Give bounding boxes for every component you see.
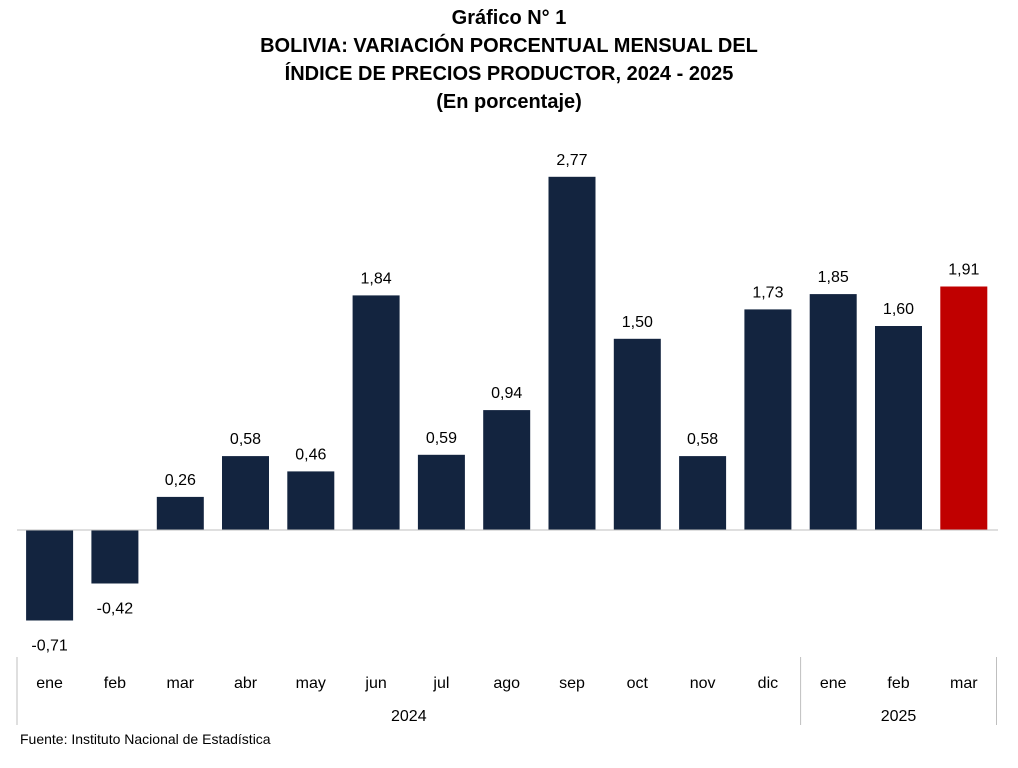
x-group-label-0: 2024: [391, 708, 427, 725]
bar-13: [875, 326, 922, 530]
bar-8: [548, 176, 596, 531]
value-label-12: 1,85: [818, 269, 849, 286]
x-group-label-1: 2025: [881, 708, 917, 725]
value-label-1: -0,42: [97, 601, 134, 618]
x-tick-label-9: oct: [627, 675, 649, 692]
bar-10: [679, 456, 727, 530]
source-note: Fuente: Instituto Nacional de Estadístic…: [20, 731, 271, 747]
bar-7: [483, 410, 531, 530]
bar-9: [613, 338, 661, 531]
x-tick-label-6: jul: [432, 675, 449, 692]
x-tick-label-14: mar: [950, 675, 978, 692]
bar-3: [222, 456, 269, 530]
bar-12: [809, 294, 857, 530]
value-label-7: 0,94: [491, 385, 522, 402]
x-tick-label-12: ene: [820, 675, 847, 692]
x-tick-label-8: sep: [559, 675, 585, 692]
value-label-3: 0,58: [230, 431, 261, 448]
chart-unit: (En porcentaje): [436, 91, 582, 113]
x-tick-label-10: nov: [690, 675, 716, 692]
value-label-5: 1,84: [361, 270, 392, 287]
chart-title-block: Gráfico N° 1 BOLIVIA: VARIACIÓN PORCENTU…: [0, 4, 1018, 116]
bar-4: [287, 471, 335, 531]
x-tick-label-5: jun: [364, 675, 386, 692]
value-label-9: 1,50: [622, 314, 653, 331]
x-tick-label-4: may: [296, 675, 326, 692]
bar-5: [352, 295, 400, 530]
bar-14: [940, 286, 988, 530]
bar-6: [417, 454, 465, 530]
chart-title-line-1: BOLIVIA: VARIACIÓN PORCENTUAL MENSUAL DE…: [260, 35, 758, 57]
value-label-8: 2,77: [556, 152, 587, 169]
x-tick-label-13: feb: [887, 675, 909, 692]
value-label-6: 0,59: [426, 430, 457, 447]
x-tick-label-11: dic: [758, 675, 778, 692]
chart-title-line-2: ÍNDICE DE PRECIOS PRODUCTOR, 2024 - 2025: [284, 63, 734, 85]
x-tick-label-3: abr: [234, 675, 258, 692]
value-label-11: 1,73: [752, 284, 783, 301]
value-label-14: 1,91: [948, 262, 979, 279]
x-tick-label-0: ene: [36, 675, 63, 692]
value-label-2: 0,26: [165, 472, 196, 489]
value-label-10: 0,58: [687, 431, 718, 448]
chart-number: Gráfico N° 1: [451, 7, 567, 29]
bar-2: [156, 496, 204, 530]
bar-11: [744, 309, 792, 530]
x-tick-label-1: feb: [104, 675, 126, 692]
value-label-13: 1,60: [883, 301, 914, 318]
value-label-0: -0,71: [31, 638, 68, 655]
value-label-4: 0,46: [295, 446, 326, 463]
bar-0: [26, 530, 74, 621]
bar-chart: -0,71 ene -0,42 feb 0,26 mar 0,58 abr 0,46 may 1,8…: [16, 152, 998, 725]
x-tick-label-2: mar: [167, 675, 195, 692]
x-tick-label-7: ago: [493, 675, 520, 692]
bar-1: [91, 530, 139, 584]
